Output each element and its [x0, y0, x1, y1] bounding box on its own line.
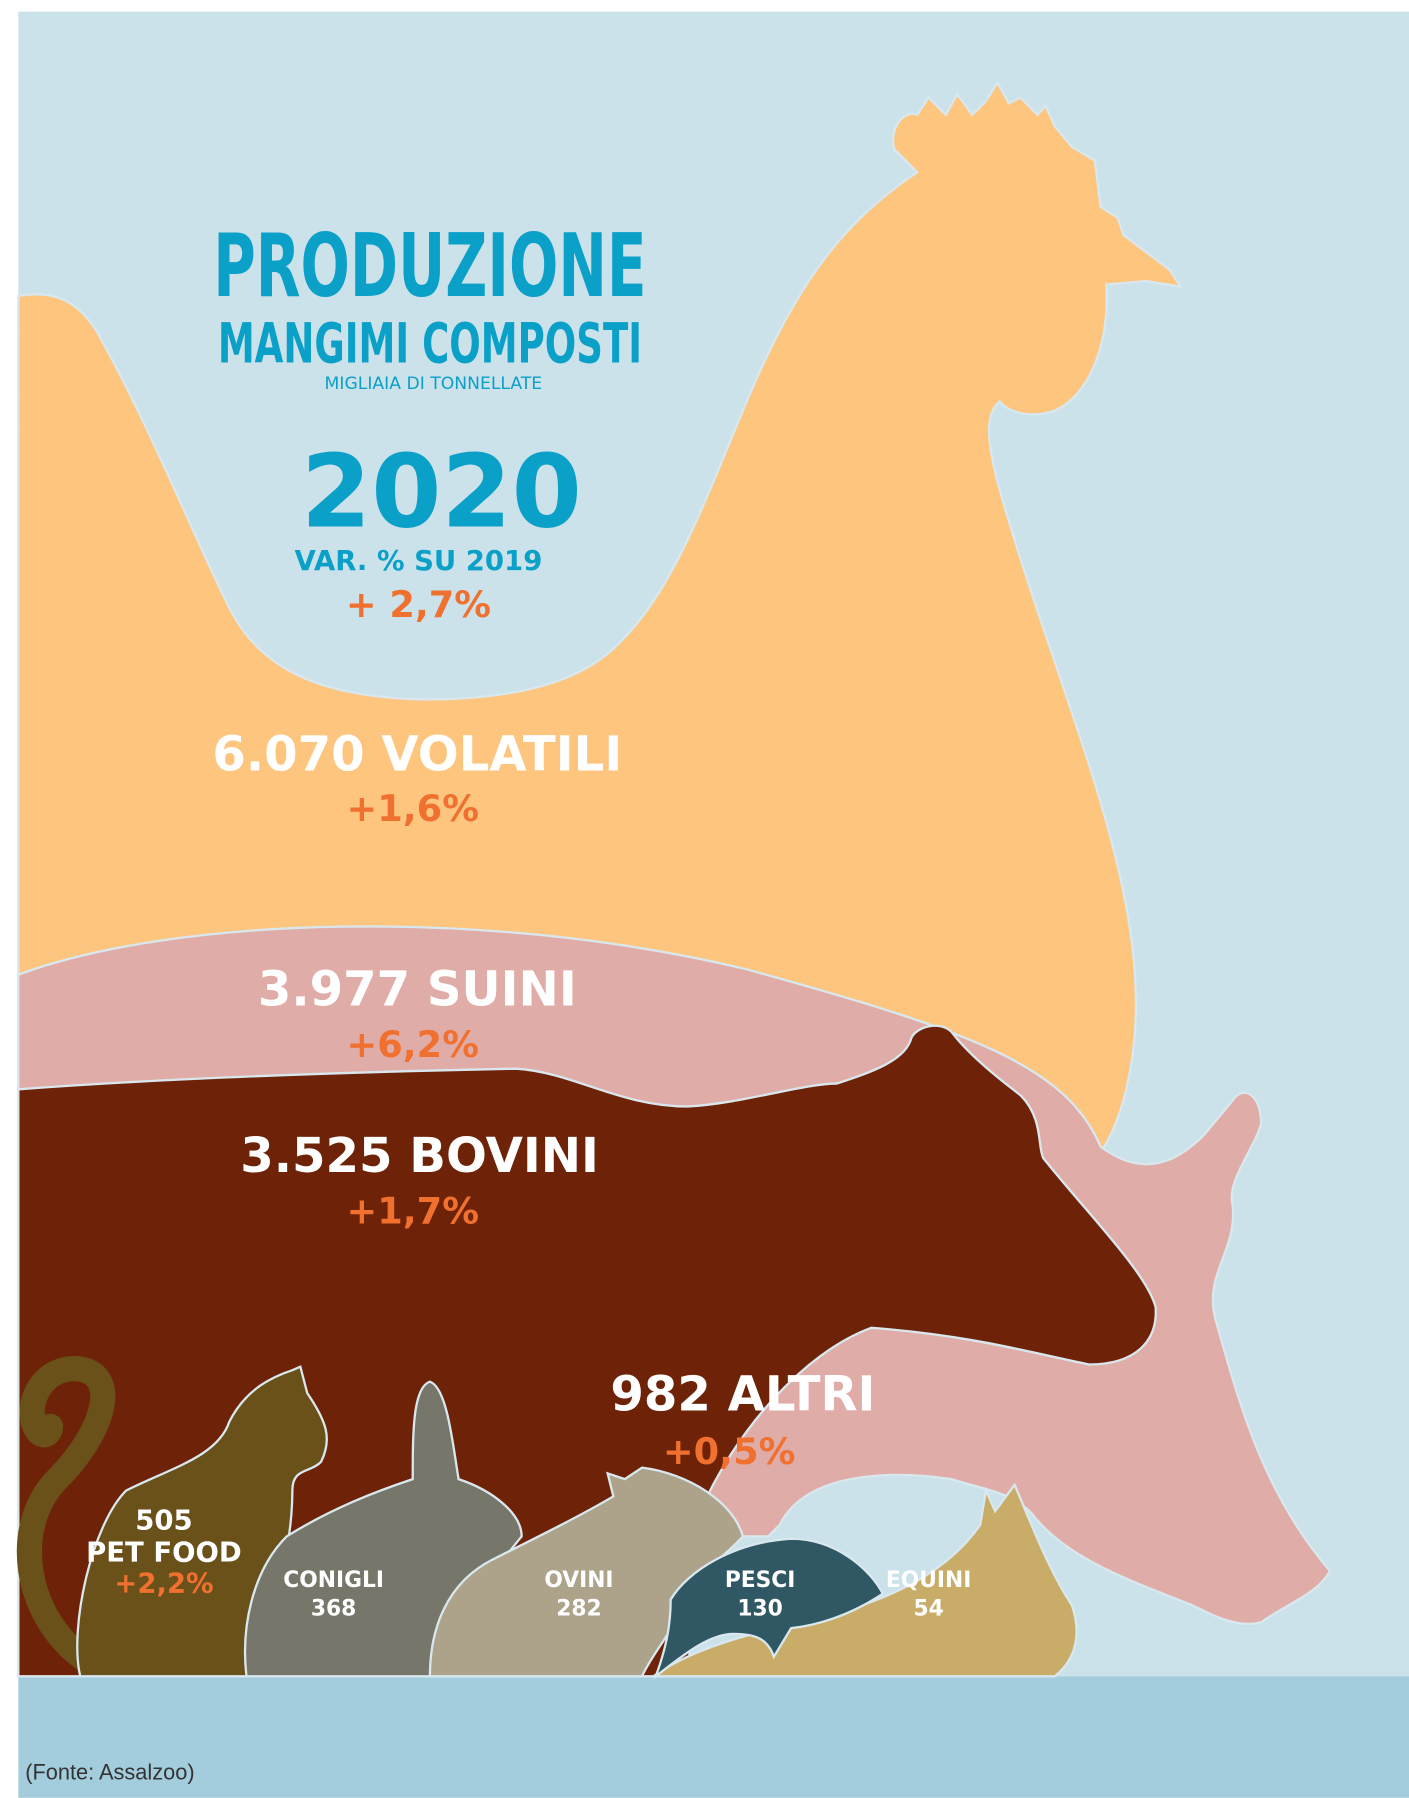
category-change: +6,2% — [347, 1023, 479, 1066]
year: 2020 — [301, 432, 582, 550]
infographic: PRODUZIONE MANGIMI COMPOSTI MIGLIAIA DI … — [0, 0, 1409, 1798]
category-change: +0,5% — [663, 1430, 795, 1473]
unit: MIGLIAIA DI TONNELLATE — [325, 374, 543, 394]
change-label: VAR. % SU 2019 — [295, 545, 543, 577]
pet-value: 505 — [135, 1505, 192, 1537]
total-change: + 2,7% — [346, 583, 491, 626]
small-label: EQUINI — [886, 1568, 971, 1593]
category-name: VOLATILI — [381, 727, 622, 783]
category-value: 3.525 — [240, 1128, 392, 1184]
small-label: OVINI — [544, 1568, 613, 1593]
small-label: CONIGLI — [283, 1568, 384, 1593]
source: (Fonte: Assalzoo) — [25, 1759, 194, 1784]
category-change: +1,7% — [347, 1189, 479, 1232]
category-label: 982 ALTRI — [610, 1366, 875, 1422]
category-label: 6.070 VOLATILI — [212, 727, 622, 783]
subtitle: MANGIMI COMPOSTI — [218, 311, 642, 375]
category-label: 3.977 SUINI — [258, 962, 577, 1018]
pet-change: +2,2% — [114, 1568, 213, 1600]
category-name: SUINI — [427, 962, 577, 1018]
category-name: BOVINI — [409, 1128, 599, 1184]
category-value: 982 — [610, 1366, 711, 1422]
pet-label: PET FOOD — [86, 1537, 242, 1569]
small-label: PESCI — [725, 1568, 796, 1593]
small-value: 54 — [913, 1597, 943, 1622]
small-value: 130 — [737, 1597, 782, 1622]
category-change: +1,6% — [347, 787, 479, 830]
small-value: 368 — [311, 1597, 356, 1622]
category-value: 6.070 — [212, 727, 364, 783]
category-value: 3.977 — [258, 962, 410, 1018]
small-value: 282 — [556, 1597, 601, 1622]
footer-band — [18, 1676, 1409, 1798]
category-label: 3.525 BOVINI — [240, 1128, 599, 1184]
title: PRODUZIONE — [213, 215, 646, 317]
category-name: ALTRI — [728, 1366, 876, 1422]
